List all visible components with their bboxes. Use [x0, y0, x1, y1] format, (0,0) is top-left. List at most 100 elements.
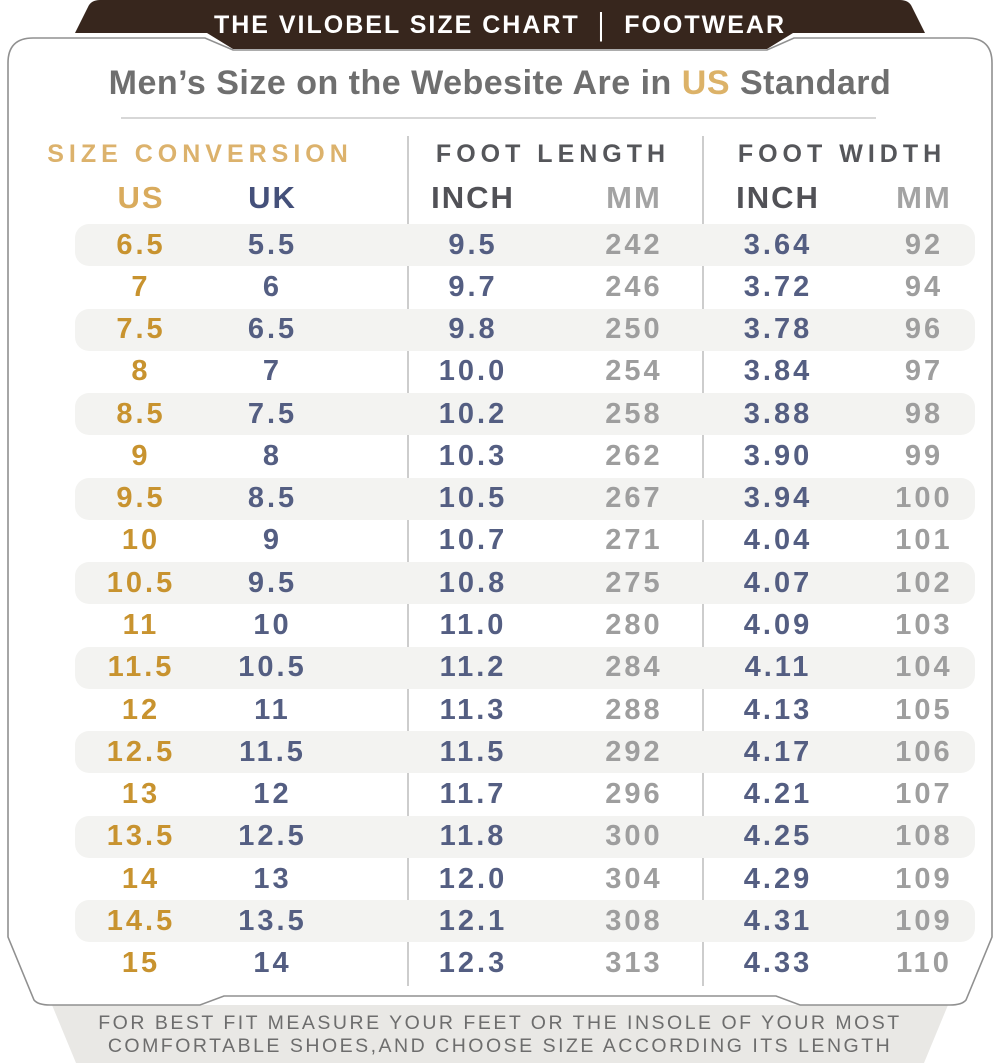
- section-divider-right: [702, 136, 704, 986]
- footer-strip-shape: [52, 1005, 948, 1063]
- cell-us-size: 9.5: [116, 482, 166, 515]
- cell-length-inch: 12.0: [438, 862, 508, 895]
- cell-length-inch: 10.7: [438, 524, 508, 557]
- cell-us-size: 13.5: [106, 820, 176, 853]
- cell-length-inch: 11.7: [439, 778, 507, 811]
- cell-length-mm: 250: [605, 313, 663, 346]
- cell-length-mm: 267: [605, 482, 663, 515]
- cell-uk-size: 7.5: [247, 397, 298, 430]
- cell-length-mm: 280: [605, 609, 663, 642]
- page-title: Men’s Size on the Webesite Are in US Sta…: [0, 64, 1000, 103]
- cell-us-size: 8.5: [116, 397, 166, 430]
- cell-uk-size: 12: [253, 778, 292, 811]
- banner-title-left: THE VILOBEL SIZE CHART: [213, 11, 580, 39]
- cell-width-mm: 97: [904, 355, 944, 388]
- cell-uk-size: 9.5: [247, 566, 298, 599]
- column-header-row: US UK INCH MM INCH MM: [75, 176, 975, 218]
- cell-width-mm: 96: [904, 313, 944, 346]
- cell-us-size: 12: [121, 693, 161, 726]
- cell-width-mm: 99: [904, 439, 944, 472]
- cell-length-inch: 10.5: [438, 482, 508, 515]
- cell-width-inch: 4.33: [743, 947, 813, 980]
- cell-width-inch: 4.25: [743, 820, 813, 853]
- table-row: 8 7 10.0 254 3.84 97: [75, 351, 975, 393]
- cell-width-inch: 3.88: [743, 397, 813, 430]
- cell-us-size: 12.5: [106, 735, 176, 768]
- table-row: 12.5 11.5 11.5 292 4.17 106: [75, 731, 975, 774]
- cell-length-inch: 12.3: [438, 947, 508, 980]
- cell-width-inch: 4.21: [743, 778, 813, 811]
- cell-width-inch: 4.31: [743, 904, 813, 937]
- cell-length-mm: 288: [605, 693, 663, 726]
- cell-us-size: 9: [131, 439, 151, 472]
- table-row: 15 14 12.3 313 4.33 110: [75, 943, 975, 985]
- cell-width-mm: 98: [904, 397, 944, 430]
- cell-width-mm: 109: [895, 904, 953, 937]
- cell-width-mm: 100: [895, 482, 953, 515]
- cell-length-inch: 9.5: [448, 228, 498, 261]
- banner-title: THE VILOBEL SIZE CHART | FOOTWEAR: [0, 7, 1000, 42]
- banner-separator-bar: |: [597, 7, 607, 43]
- cell-length-mm: 246: [605, 270, 663, 303]
- cell-us-size: 10: [121, 524, 161, 557]
- cell-us-size: 14.5: [106, 904, 176, 937]
- cell-length-mm: 271: [605, 524, 663, 557]
- group-header-foot-width: FOOT WIDTH: [737, 140, 947, 168]
- cell-uk-size: 9: [262, 524, 283, 557]
- cell-uk-size: 11: [254, 693, 291, 726]
- table-row: 13 12 11.7 296 4.21 107: [75, 774, 975, 816]
- section-divider-left: [407, 136, 409, 986]
- cell-length-inch: 10.0: [438, 355, 508, 388]
- cell-uk-size: 11.5: [239, 735, 306, 768]
- cell-width-mm: 107: [895, 778, 953, 811]
- table-row: 6.5 5.5 9.5 242 3.64 92: [75, 224, 975, 266]
- cell-us-size: 8: [131, 355, 151, 388]
- cell-length-inch: 11.3: [439, 693, 507, 726]
- cell-uk-size: 8: [262, 439, 283, 472]
- column-header-us: US: [117, 179, 165, 215]
- cell-width-mm: 108: [895, 820, 953, 853]
- cell-us-size: 14: [121, 862, 161, 895]
- banner-title-right: FOOTWEAR: [624, 11, 787, 39]
- cell-length-inch: 12.1: [438, 904, 508, 937]
- table-row: 12 11 11.3 288 4.13 105: [75, 689, 975, 731]
- cell-length-mm: 258: [605, 397, 663, 430]
- cell-width-mm: 106: [895, 735, 953, 768]
- cell-width-inch: 3.64: [743, 228, 813, 261]
- cell-us-size: 7.5: [116, 313, 166, 346]
- cell-length-inch: 11.2: [439, 651, 507, 684]
- cell-us-size: 13: [121, 778, 161, 811]
- table-row: 10 9 10.7 271 4.04 101: [75, 520, 975, 562]
- table-row: 10.5 9.5 10.8 275 4.07 102: [75, 562, 975, 605]
- cell-uk-size: 12.5: [238, 820, 307, 853]
- cell-width-mm: 104: [895, 651, 953, 684]
- table-row: 7 6 9.7 246 3.72 94: [75, 266, 975, 308]
- page-title-suffix: Standard: [730, 64, 892, 102]
- cell-width-mm: 94: [904, 270, 944, 303]
- column-header-width-inch: INCH: [736, 179, 820, 215]
- table-row: 9 8 10.3 262 3.90 99: [75, 435, 975, 477]
- cell-width-mm: 101: [895, 524, 953, 557]
- cell-us-size: 10.5: [106, 566, 176, 599]
- cell-us-size: 6.5: [116, 228, 166, 261]
- title-divider: [121, 117, 876, 119]
- footer-note-line2: COMFORTABLE SHOES,AND CHOOSE SIZE ACCORD…: [107, 1035, 893, 1057]
- table-row: 7.5 6.5 9.8 250 3.78 96: [75, 308, 975, 351]
- page-title-highlight: US: [681, 64, 730, 102]
- cell-uk-size: 7: [262, 355, 283, 388]
- cell-length-inch: 9.8: [448, 313, 498, 346]
- cell-length-mm: 308: [605, 904, 663, 937]
- column-header-uk: UK: [248, 179, 297, 215]
- cell-width-mm: 102: [895, 566, 953, 599]
- cell-length-mm: 242: [605, 228, 663, 261]
- cell-length-mm: 292: [605, 735, 663, 768]
- footer-note: FOR BEST FIT MEASURE YOUR FEET OR THE IN…: [0, 1012, 1000, 1058]
- group-header-foot-length: FOOT LENGTH: [435, 140, 671, 168]
- cell-uk-size: 6.5: [247, 313, 298, 346]
- cell-length-mm: 275: [605, 566, 663, 599]
- table-row: 11 10 11.0 280 4.09 103: [75, 605, 975, 647]
- cell-length-mm: 296: [605, 778, 663, 811]
- cell-width-inch: 3.94: [743, 482, 813, 515]
- cell-width-inch: 4.11: [744, 651, 812, 684]
